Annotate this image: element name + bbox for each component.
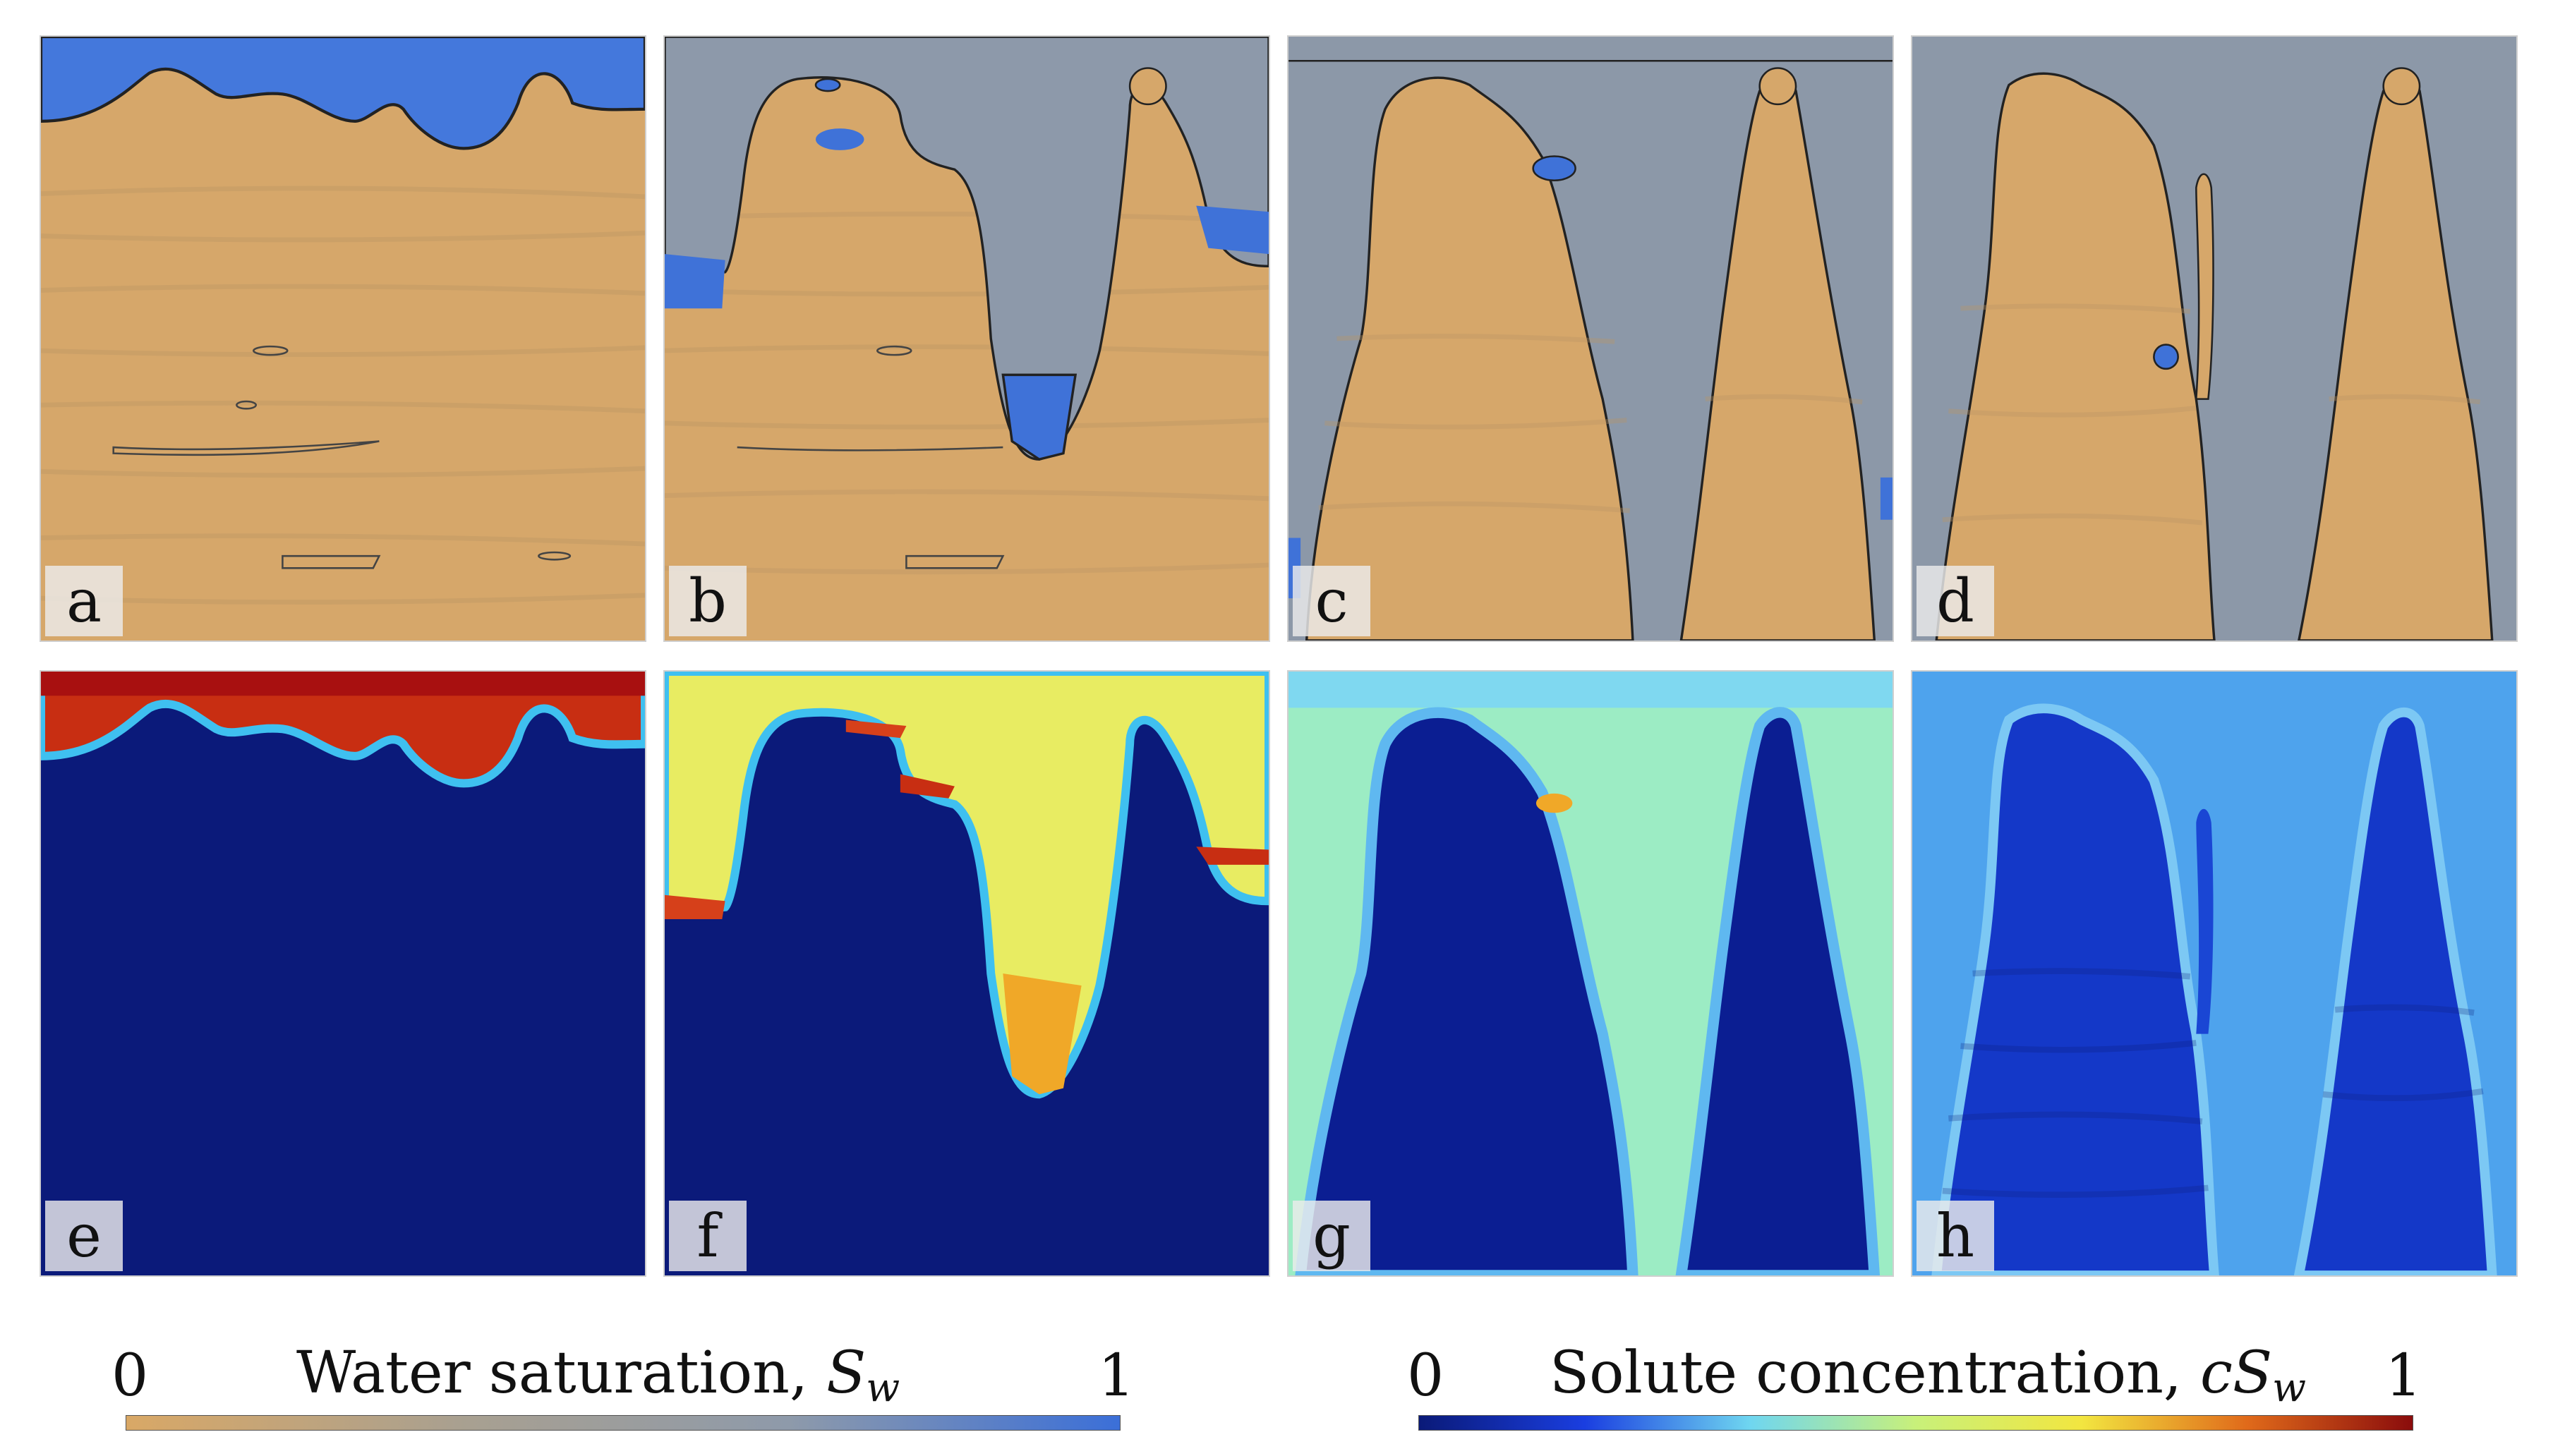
- concentration-colorbar-min: 0: [1407, 1342, 1444, 1409]
- saturation-colorbar-title: Water saturation, Sw: [296, 1345, 900, 1408]
- panel-e: e: [40, 670, 646, 1277]
- saturation-field-d: [1912, 37, 2516, 641]
- panel-label-c: c: [1293, 566, 1370, 636]
- saturation-field-a: [41, 37, 645, 641]
- panel-label-h: h: [1917, 1201, 1994, 1271]
- panel-label-g: g: [1293, 1201, 1370, 1271]
- panel-label-b: b: [669, 566, 747, 636]
- saturation-colorbar-min: 0: [111, 1342, 149, 1409]
- concentration-field-e: [41, 672, 645, 1275]
- concentration-field-f: [665, 672, 1269, 1275]
- concentration-symbol: cS: [2200, 1340, 2273, 1407]
- saturation-title-text: Water saturation,: [296, 1340, 827, 1407]
- concentration-colorbar-title: Solute concentration, cSw: [1550, 1345, 2306, 1408]
- saturation-field-c: [1288, 37, 1893, 641]
- panel-a: a: [40, 35, 646, 642]
- saturation-subscript: w: [866, 1365, 900, 1411]
- concentration-colorbar: [1418, 1415, 2413, 1431]
- panel-f: f: [663, 670, 1270, 1277]
- saturation-field-b: [665, 37, 1269, 641]
- panel-c: c: [1287, 35, 1894, 642]
- concentration-field-h: [1912, 672, 2516, 1275]
- panel-label-e: e: [45, 1201, 123, 1271]
- panel-d: d: [1911, 35, 2518, 642]
- concentration-subscript: w: [2272, 1365, 2307, 1411]
- concentration-field-g: [1288, 672, 1893, 1275]
- panel-h: h: [1911, 670, 2518, 1277]
- concentration-colorbar-max: 1: [2385, 1342, 2422, 1409]
- panel-label-a: a: [45, 566, 123, 636]
- concentration-title-text: Solute concentration,: [1550, 1340, 2201, 1407]
- panel-b: b: [663, 35, 1270, 642]
- saturation-colorbar-max: 1: [1098, 1342, 1135, 1409]
- saturation-colorbar: [126, 1415, 1121, 1431]
- panel-label-f: f: [669, 1201, 747, 1271]
- panel-g: g: [1287, 670, 1894, 1277]
- panel-label-d: d: [1917, 566, 1994, 636]
- saturation-symbol: S: [826, 1340, 867, 1407]
